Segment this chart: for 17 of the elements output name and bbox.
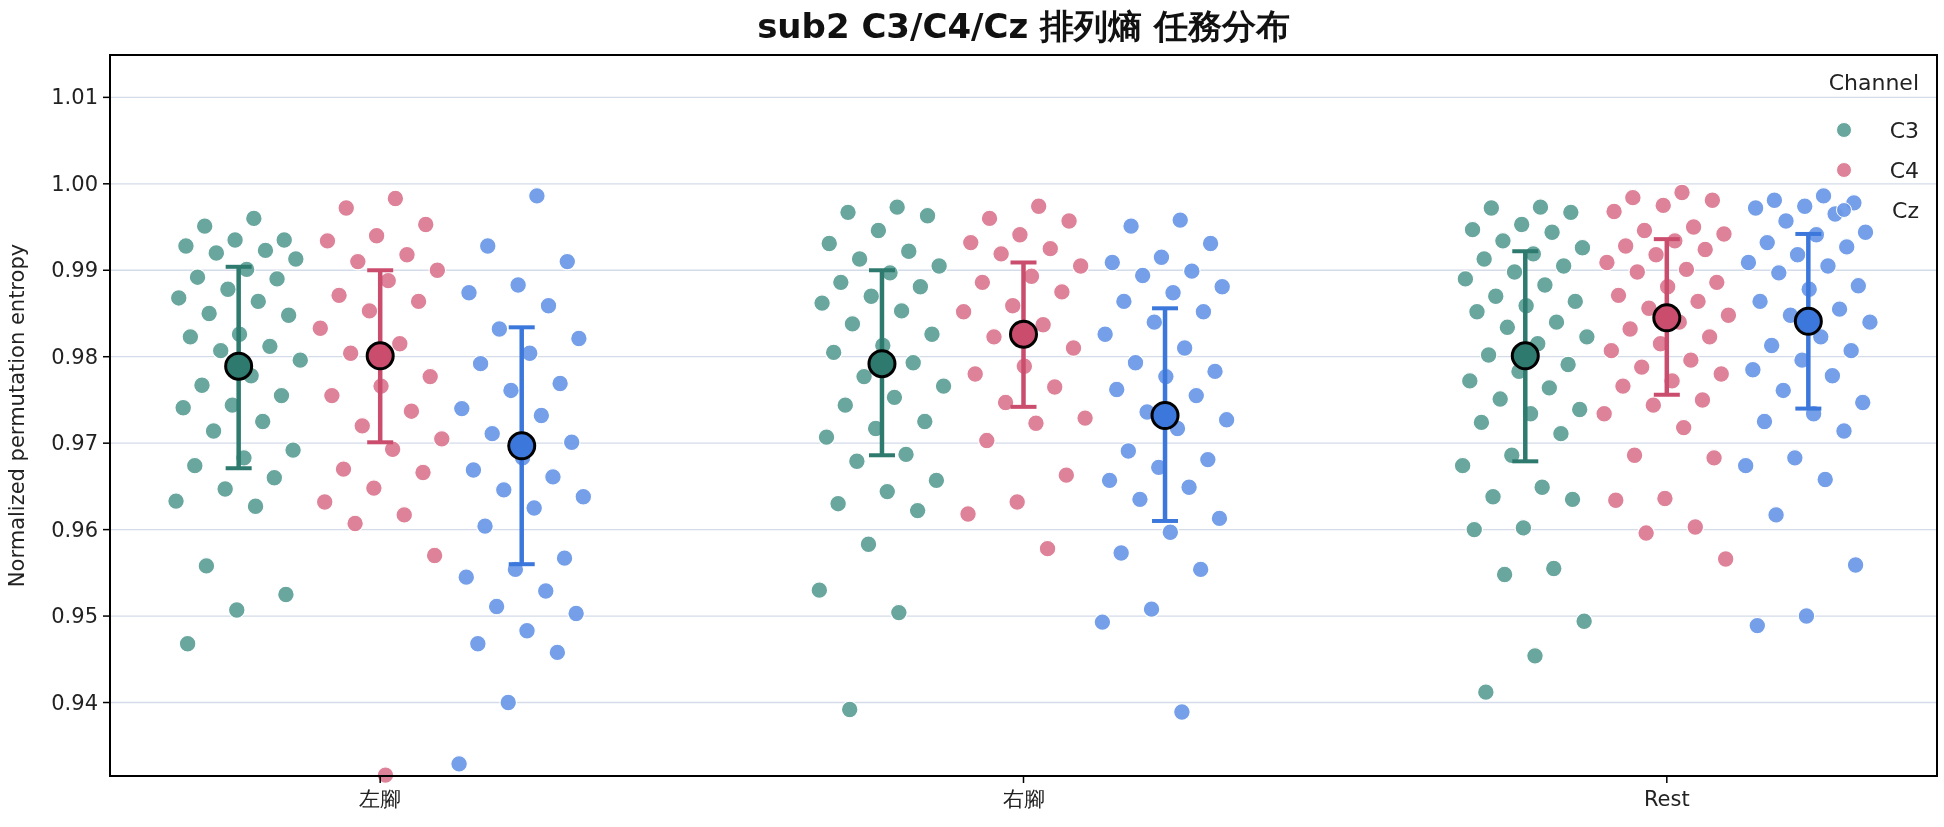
legend-label: Cz: [1892, 197, 1919, 223]
x-tick-label: 左腳: [359, 787, 402, 811]
y-tick-label: 0.94: [51, 690, 98, 715]
legend-title: Channel: [1828, 70, 1919, 95]
chart-title: sub2 C3/C4/Cz 排列熵 任務分布: [757, 6, 1290, 46]
y-tick-label: 0.99: [51, 258, 98, 283]
y-tick-label: 0.97: [51, 431, 98, 456]
legend-label: C3: [1889, 117, 1919, 143]
y-tick-label: 0.98: [51, 344, 98, 369]
y-axis-title: Normalized permutation entropy: [5, 243, 29, 588]
x-tick-label: Rest: [1643, 787, 1690, 811]
x-tick-label: 右腳: [1002, 787, 1045, 811]
y-tick-label: 0.95: [51, 604, 98, 629]
legend-label: C4: [1889, 157, 1919, 183]
y-tick-label: 1.00: [51, 171, 98, 196]
y-tick-label: 0.96: [51, 517, 98, 542]
y-tick-label: 1.01: [51, 85, 98, 110]
